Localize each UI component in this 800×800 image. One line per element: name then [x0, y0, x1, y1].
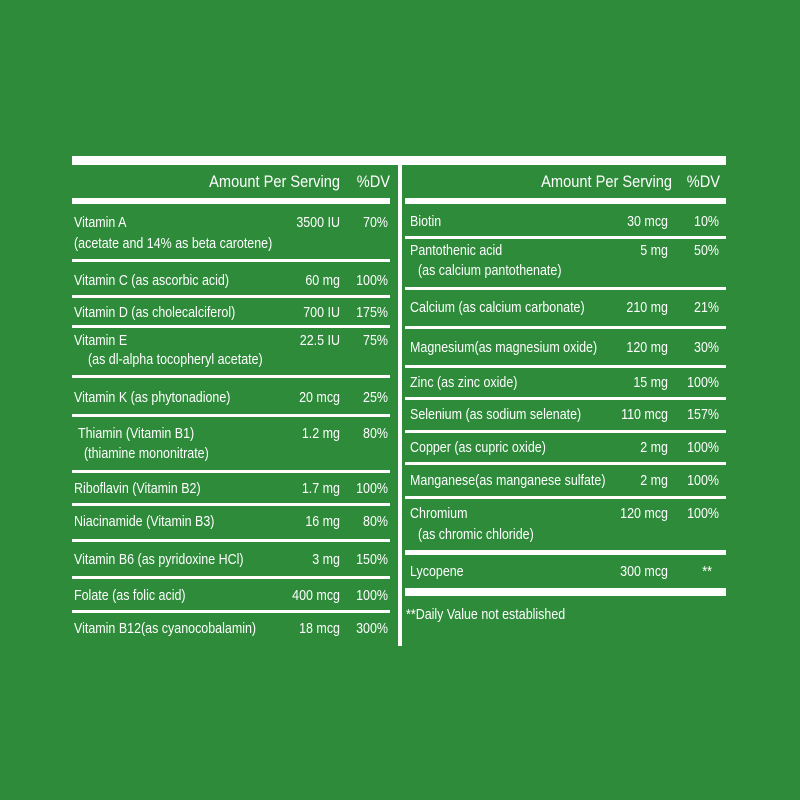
nutrient-dv: 100% — [356, 481, 388, 497]
right-amount-header: Amount Per Serving — [541, 172, 672, 191]
nutrient-dv: ** — [702, 564, 712, 580]
nutrient-amount: 700 IU — [303, 305, 340, 321]
nutrient-source: (as chromic chloride) — [418, 527, 534, 543]
row-rule — [72, 325, 390, 328]
nutrient-name: Vitamin A — [74, 215, 127, 231]
nutrient-amount: 3500 IU — [296, 215, 340, 231]
nutrient-amount: 210 mg — [626, 300, 668, 316]
nutrient-dv: 80% — [363, 514, 388, 530]
nutrient-amount: 300 mcg — [620, 564, 668, 580]
nutrient-name: Lycopene — [410, 564, 464, 580]
nutrient-amount: 15 mg — [633, 375, 668, 391]
nutrient-dv: 100% — [687, 440, 719, 456]
nutrient-name: Vitamin C (as ascorbic acid) — [74, 273, 230, 289]
row-rule — [405, 326, 726, 329]
nutrient-amount: 20 mcg — [299, 390, 340, 406]
nutrient-name: Vitamin B12(as cyanocobalamin) — [74, 621, 257, 637]
nutrient-amount: 5 mg — [640, 243, 668, 259]
column-divider — [398, 156, 402, 646]
row-rule — [72, 375, 390, 378]
nutrient-name: Folate (as folic acid) — [74, 588, 186, 604]
header-rule-right — [405, 198, 726, 204]
nutrient-name: Manganese(as manganese sulfate) — [410, 473, 606, 489]
nutrient-dv: 21% — [694, 300, 719, 316]
nutrient-amount: 18 mcg — [299, 621, 340, 637]
row-rule — [405, 430, 726, 433]
left-dv-header: %DV — [356, 172, 390, 191]
header-rule-left — [72, 198, 390, 204]
nutrient-dv: 100% — [687, 473, 719, 489]
nutrient-source: (thiamine mononitrate) — [84, 446, 209, 462]
nutrient-name: Niacinamide (Vitamin B3) — [74, 514, 215, 530]
nutrient-name: Magnesium(as magnesium oxide) — [410, 340, 598, 356]
nutrient-amount: 30 mcg — [627, 214, 668, 230]
nutrient-dv: 100% — [356, 273, 388, 289]
nutrient-dv: 30% — [694, 340, 719, 356]
nutrient-name: Biotin — [410, 214, 442, 230]
nutrient-source: (as dl-alpha tocopheryl acetate) — [88, 352, 263, 368]
lycopene-rule-bottom — [405, 588, 726, 596]
row-rule — [405, 287, 726, 290]
nutrient-name: Vitamin D (as cholecalciferol) — [74, 305, 236, 321]
row-rule — [72, 414, 390, 417]
nutrient-amount: 22.5 IU — [299, 333, 340, 349]
nutrient-name: Zinc (as zinc oxide) — [410, 375, 518, 391]
footnote: **Daily Value not established — [406, 607, 566, 623]
nutrient-dv: 150% — [356, 552, 388, 568]
row-rule — [405, 397, 726, 400]
nutrient-name: Calcium (as calcium carbonate) — [410, 300, 585, 316]
nutrient-dv: 157% — [687, 407, 719, 423]
nutrient-amount: 120 mcg — [620, 506, 668, 522]
nutrient-amount: 1.7 mg — [301, 481, 340, 497]
nutrient-amount: 120 mg — [626, 340, 668, 356]
nutrient-dv: 100% — [356, 588, 388, 604]
nutrient-source: (acetate and 14% as beta carotene) — [74, 236, 273, 252]
row-rule — [72, 470, 390, 473]
nutrient-amount: 400 mcg — [292, 588, 340, 604]
nutrient-amount: 2 mg — [640, 440, 668, 456]
nutrient-name: Riboflavin (Vitamin B2) — [74, 481, 201, 497]
nutrient-amount: 3 mg — [312, 552, 340, 568]
nutrient-name: Thiamin (Vitamin B1) — [78, 426, 195, 442]
nutrient-name: Vitamin K (as phytonadione) — [74, 390, 231, 406]
row-rule — [72, 259, 390, 262]
nutrient-amount: 110 mcg — [621, 407, 668, 423]
nutrient-name: Pantothenic acid — [410, 243, 503, 259]
nutrient-dv: 75% — [363, 333, 388, 349]
row-rule — [405, 236, 726, 239]
right-dv-header: %DV — [686, 172, 720, 191]
nutrient-name: Vitamin B6 (as pyridoxine HCl) — [74, 552, 244, 568]
row-rule — [72, 539, 390, 542]
nutrient-amount: 1.2 mg — [301, 426, 340, 442]
nutrient-dv: 70% — [363, 215, 388, 231]
left-amount-header: Amount Per Serving — [209, 172, 340, 191]
nutrient-amount: 60 mg — [305, 273, 340, 289]
nutrient-name: Chromium — [410, 506, 468, 522]
nutrient-dv: 10% — [694, 214, 719, 230]
nutrient-dv: 300% — [356, 621, 388, 637]
row-rule — [72, 610, 390, 613]
nutrient-dv: 100% — [687, 375, 719, 391]
row-rule — [72, 295, 390, 298]
row-rule — [405, 462, 726, 465]
nutrient-amount: 2 mg — [640, 473, 668, 489]
nutrient-dv: 50% — [694, 243, 719, 259]
nutrient-name: Copper (as cupric oxide) — [410, 440, 546, 456]
nutrient-dv: 25% — [363, 390, 388, 406]
row-rule — [72, 576, 390, 579]
nutrient-name: Selenium (as sodium selenate) — [410, 407, 582, 423]
lycopene-rule-top — [405, 550, 726, 555]
nutrient-amount: 16 mg — [305, 514, 340, 530]
row-rule — [405, 496, 726, 499]
row-rule — [405, 365, 726, 368]
nutrient-dv: 100% — [687, 506, 719, 522]
nutrient-dv: 175% — [356, 305, 388, 321]
nutrient-name: Vitamin E — [74, 333, 128, 349]
row-rule — [72, 503, 390, 506]
nutrient-dv: 80% — [363, 426, 388, 442]
nutrient-source: (as calcium pantothenate) — [418, 263, 562, 279]
